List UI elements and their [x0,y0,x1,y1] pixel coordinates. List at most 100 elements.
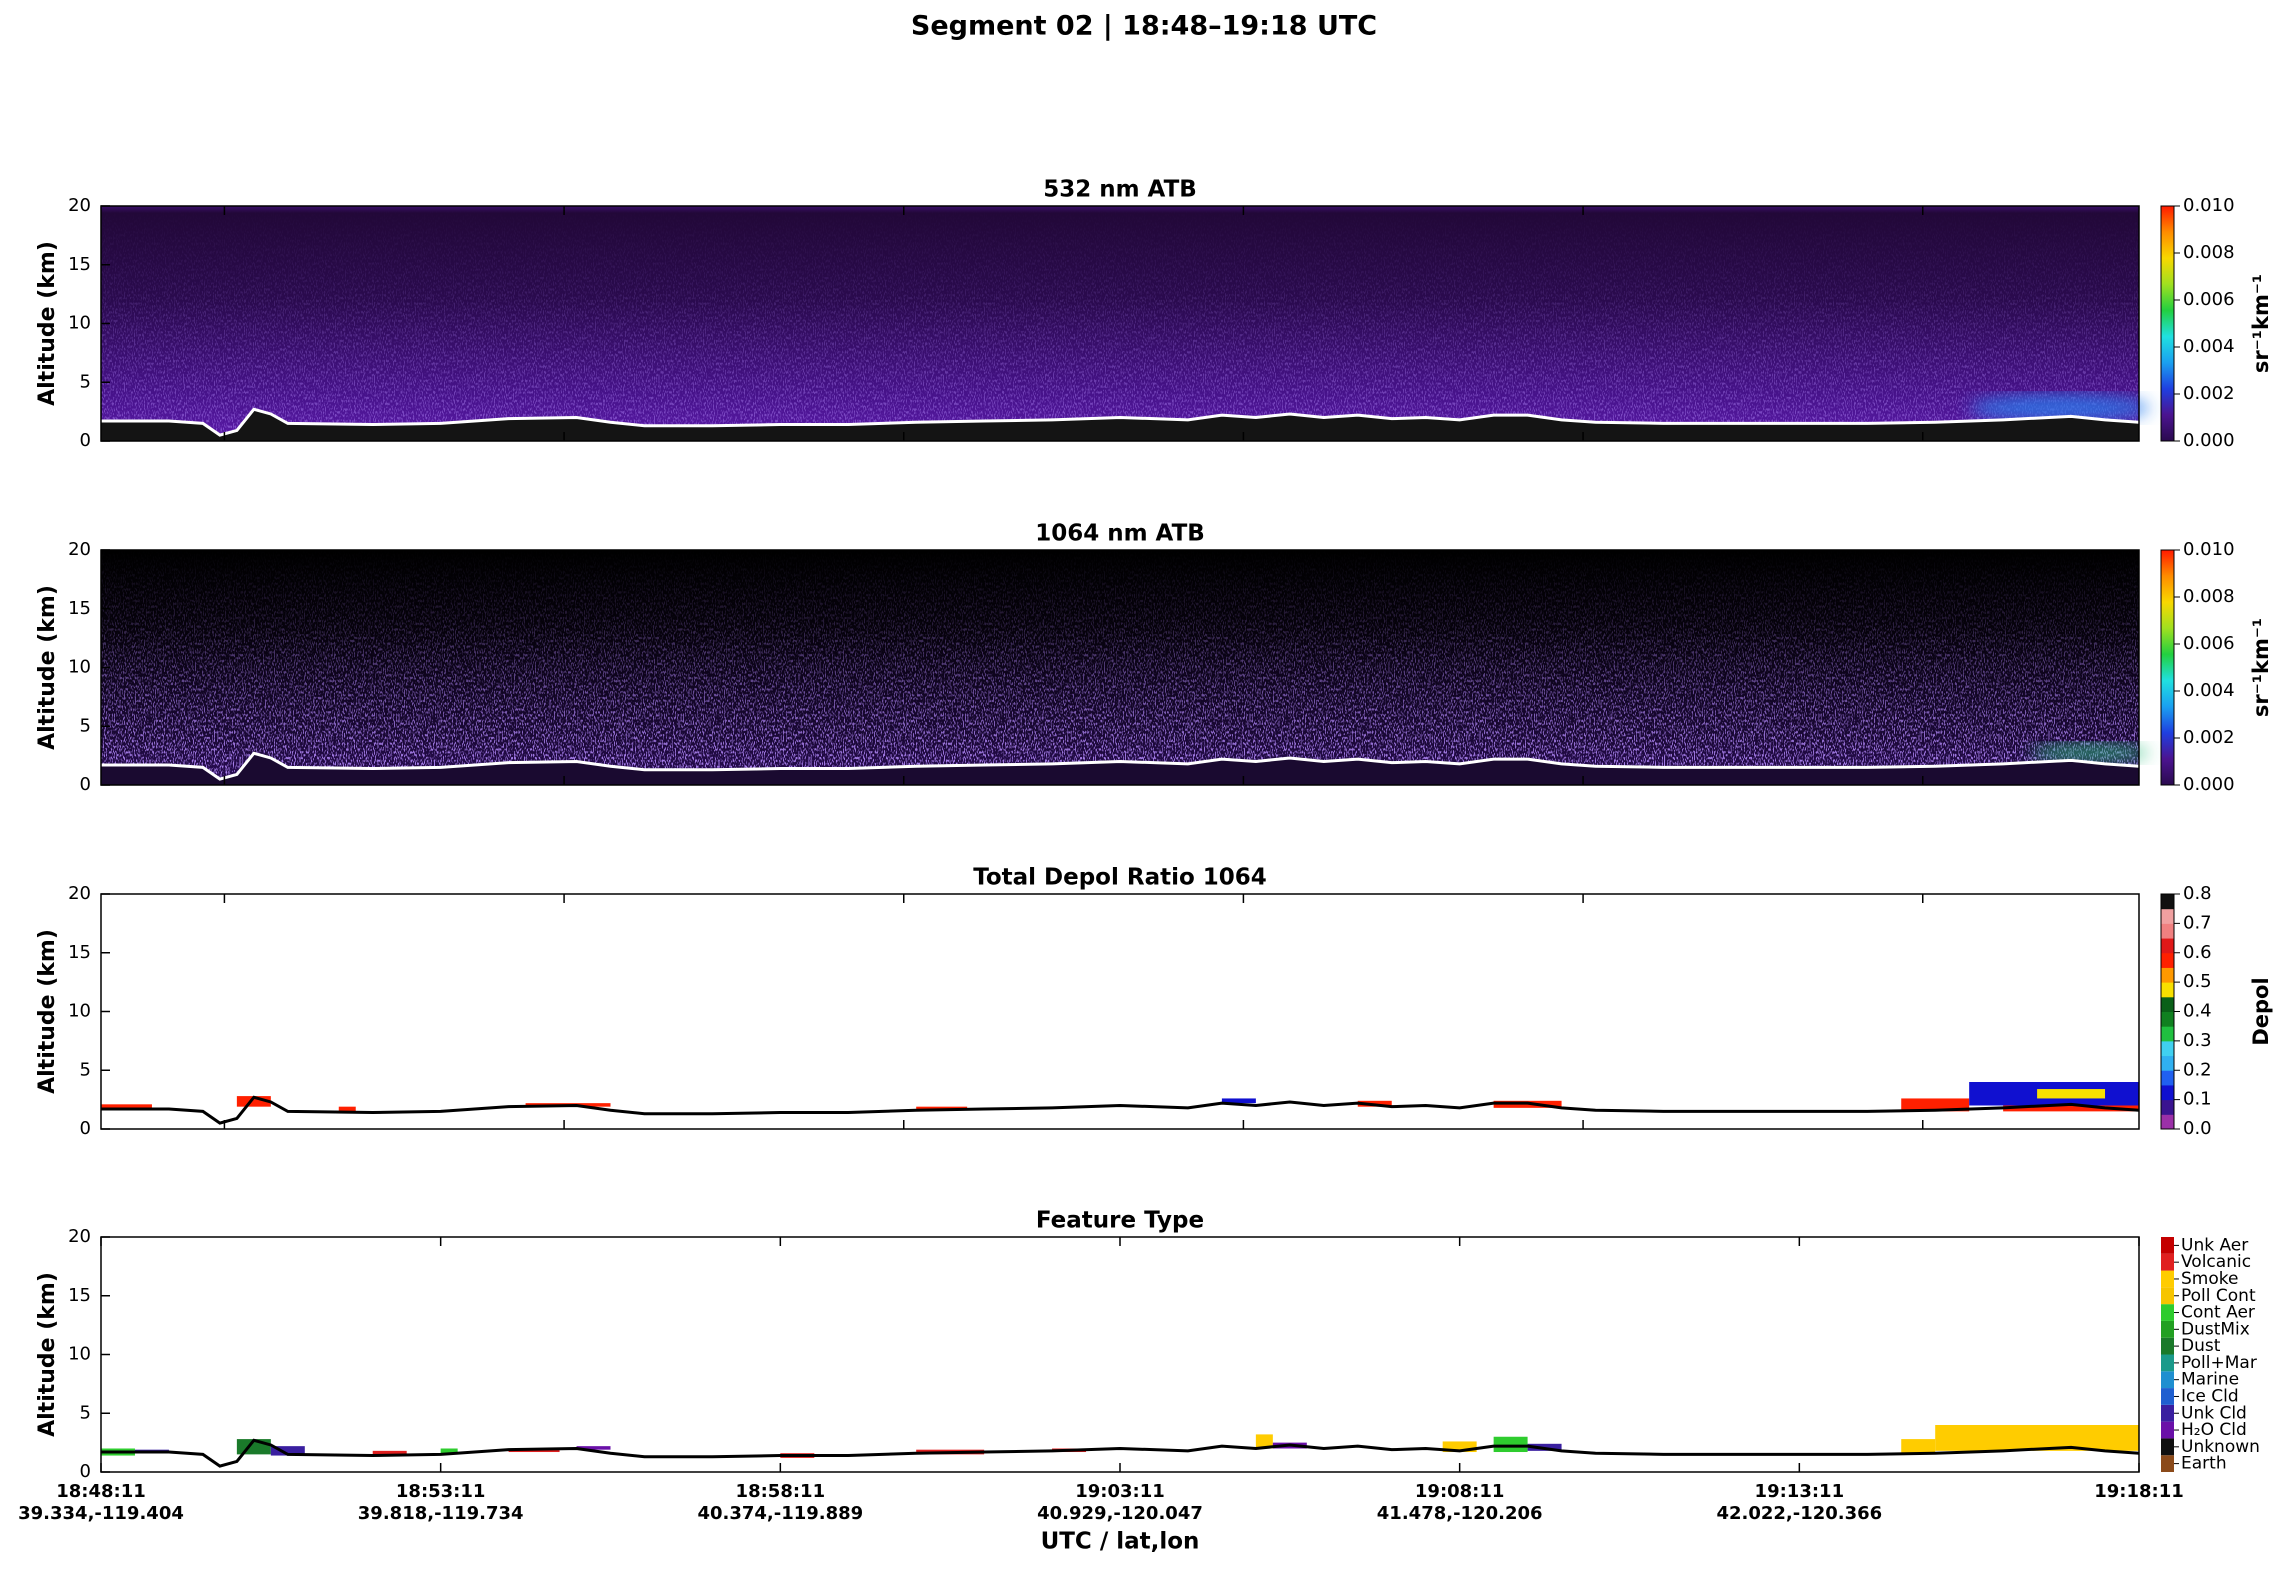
feature-cell [2003,1105,2139,1112]
y-axis-label: Altitude (km) [35,241,60,406]
x-tick-coord: 40.929,-120.047 [1037,1503,1203,1524]
y-tick-label: 5 [80,371,91,392]
colorbar-category: Unk Cld [2181,1403,2247,1423]
colorbar-tick-label: 0.6 [2183,942,2212,963]
x-tick-coord: 40.374,-119.889 [697,1503,863,1524]
colorbar-tick-label: 0.010 [2183,539,2235,560]
colorbar-tick-label: 0.008 [2183,242,2235,263]
feature-cell [338,1106,356,1112]
colorbar-swatch [2161,1026,2174,1042]
colorbar-tick-label: 0.1 [2183,1089,2212,1110]
y-axis-label: Altitude (km) [35,585,60,750]
colorbar-swatch [2161,938,2174,954]
y-tick-label: 15 [68,254,91,275]
y-axis-label: Altitude (km) [35,1272,60,1437]
colorbar-swatch [2161,1421,2174,1439]
feature-cell [2037,1089,2106,1099]
colorbar-tick-label: 0.2 [2183,1059,2212,1080]
colorbar-swatch [2161,1055,2174,1071]
x-tick-coord: 39.334,-119.404 [18,1503,184,1524]
colorbar-category: Poll+Mar [2181,1353,2257,1373]
y-tick-label: 15 [68,942,91,963]
y-tick-label: 20 [68,1226,91,1247]
colorbar-swatch [2161,1270,2174,1288]
feature-cell [270,1446,305,1456]
x-tick-label: 18:48:11 [56,1481,146,1502]
colorbar-category: Unknown [2181,1437,2260,1457]
x-tick-coord: 41.478,-120.206 [1377,1503,1543,1524]
panel-title: 532 nm ATB [1043,177,1197,203]
x-tick-label: 19:03:11 [1075,1481,1165,1502]
colorbar-swatch [2161,1040,2174,1057]
colorbar-swatch [2161,1011,2174,1027]
colorbar-tick-label: 0.0 [2183,1118,2212,1139]
curtain-texture [101,206,2139,441]
x-tick-label: 19:08:11 [1415,1481,1505,1502]
feature-cell [1901,1439,1936,1455]
colorbar-swatch [2161,1099,2174,1115]
colorbar-swatch [2161,982,2174,998]
colorbar-category: Dust [2181,1336,2221,1356]
colorbar-swatch [2161,908,2174,924]
feature-cell [1935,1425,2139,1451]
panel-title: Feature Type [1036,1208,1204,1234]
feature-cell [440,1448,458,1455]
colorbar-category: Cont Aer [2181,1303,2255,1323]
x-tick-coord: 39.818,-119.734 [358,1503,524,1524]
colorbar-swatch [2161,1404,2174,1422]
colorbar-category: Earth [2181,1454,2227,1474]
y-tick-label: 5 [80,715,91,736]
feature-cell [1493,1436,1528,1453]
panel-title: Total Depol Ratio 1064 [973,865,1267,891]
colorbar-tick-label: 0.006 [2183,633,2235,654]
colorbar-frame [2160,549,2175,786]
x-axis-label: UTC / lat,lon [1041,1529,1200,1555]
y-tick-label: 10 [68,1344,91,1365]
colorbar-swatch [2161,967,2174,983]
colorbar-label: sr⁻¹km⁻¹ [2249,274,2273,373]
colorbar-swatch [2161,1388,2174,1405]
colorbar-tick-label: 0.000 [2183,430,2235,451]
y-tick-label: 0 [80,774,91,795]
aerosol-haze [1970,394,2150,422]
colorbar-tick-label: 0.004 [2183,680,2235,701]
colorbar-tick-label: 0.4 [2183,1001,2212,1022]
plot-frame [100,1236,2140,1473]
surface-line [101,751,2140,781]
feature-cell [101,1104,152,1111]
x-tick-label: 19:13:11 [1755,1481,1845,1502]
colorbar-swatch [2161,1114,2174,1130]
colorbar-category: Poll Cont [2181,1286,2256,1306]
colorbar-swatch [2161,1070,2174,1086]
colorbar-frame [2160,205,2175,442]
figure-title: Segment 02 | 18:48–19:18 UTC [911,11,1377,42]
aerosol-haze [2030,743,2150,763]
feature-cell [372,1450,407,1456]
colorbar-swatch [2161,1237,2174,1254]
colorbar-tick-label: 0.002 [2183,383,2235,404]
colorbar-tick-label: 0.004 [2183,336,2235,357]
feature-cell [236,1096,271,1107]
y-tick-label: 0 [80,1118,91,1139]
panel-title: 1064 nm ATB [1035,521,1205,547]
colorbar-category: Ice Cld [2181,1386,2239,1406]
colorbar-swatch [2161,894,2174,910]
x-tick-coord: 42.022,-120.366 [1716,1503,1882,1524]
colorbar-swatch [2161,1438,2174,1456]
feature-cell [1221,1098,1256,1104]
y-tick-label: 0 [80,1461,91,1482]
colorbar-swatch [2161,1304,2174,1321]
colorbar-category: H₂O Cld [2181,1420,2247,1440]
surface-line [101,407,2140,437]
y-axis-label: Altitude (km) [35,929,60,1094]
colorbar-tick-label: 0.3 [2183,1030,2212,1051]
colorbar-category: Smoke [2181,1269,2238,1289]
feature-cell [1255,1434,1273,1449]
colorbar [2161,550,2174,785]
feature-cell [576,1446,611,1450]
colorbar-label: Depol [2249,977,2273,1045]
colorbar-category: Volcanic [2181,1252,2251,1272]
colorbar-swatch [2161,1371,2174,1389]
colorbar-swatch [2161,1354,2174,1372]
colorbar-swatch [2161,1320,2174,1338]
